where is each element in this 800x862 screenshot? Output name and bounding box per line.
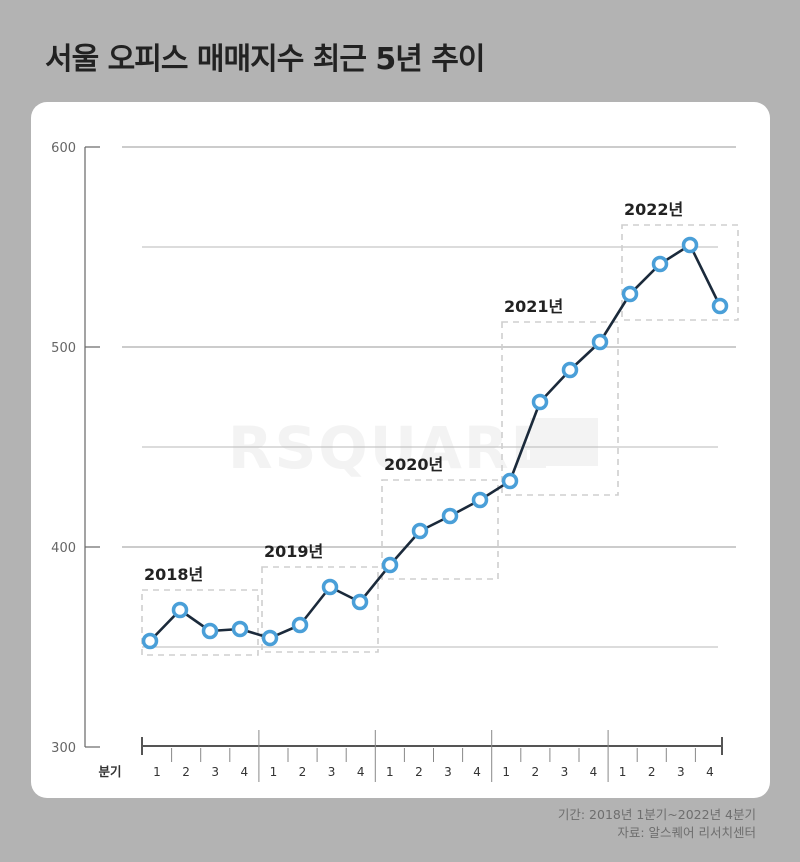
data-markers (141, 236, 729, 650)
data-point (711, 297, 729, 315)
x-tick-label: 1 (153, 765, 161, 779)
x-tick-label: 1 (619, 765, 627, 779)
year-label: 2019년 (264, 542, 323, 561)
x-tick-label: 2 (415, 765, 423, 779)
year-boxes: 2018년 2019년 2020년 2021년 2022년 (141, 200, 739, 656)
x-axis-title: 분기 (98, 764, 121, 779)
y-tick-label: 500 (51, 341, 76, 356)
year-box (621, 224, 739, 321)
chart-card (31, 102, 770, 798)
x-tick-label: 1 (270, 765, 278, 779)
y-axis: 300 400 500 600 (51, 141, 100, 756)
period-note: 기간: 2018년 1분기~2022년 4분기 (557, 807, 756, 822)
x-tick-label: 4 (473, 765, 481, 779)
data-point (591, 333, 609, 351)
x-tick-label: 4 (706, 765, 714, 779)
y-tick-label: 600 (51, 141, 76, 156)
year-label: 2022년 (624, 200, 683, 219)
x-tick-label: 3 (328, 765, 336, 779)
x-axis: 분기 1 2 3 4 1 2 3 4 1 2 3 4 1 2 3 4 1 2 3 4 (98, 730, 723, 782)
data-point (261, 629, 279, 647)
data-point (201, 622, 219, 640)
x-tick-label: 3 (444, 765, 452, 779)
data-point (171, 601, 189, 619)
x-tick-label: 3 (677, 765, 685, 779)
x-tick-label: 4 (590, 765, 598, 779)
year-box (141, 589, 259, 656)
y-tick-label: 400 (51, 541, 76, 556)
data-point (141, 632, 159, 650)
x-tick-label: 3 (211, 765, 219, 779)
year-label: 2021년 (504, 297, 563, 316)
data-point (621, 285, 639, 303)
x-tick-label: 1 (502, 765, 510, 779)
data-point (531, 393, 549, 411)
footer-notes: 기간: 2018년 1분기~2022년 4분기 자료: 알스퀘어 리서치센터 (558, 806, 756, 842)
data-point (291, 616, 309, 634)
watermark: RSQUARE (228, 414, 598, 482)
year-box (501, 321, 619, 496)
source-note: 자료: 알스퀘어 리서치센터 (617, 825, 756, 840)
x-tick-label: 4 (357, 765, 365, 779)
data-point (381, 556, 399, 574)
x-tick-label: 2 (299, 765, 307, 779)
y-tick-label: 300 (51, 741, 76, 756)
x-tick-label: 4 (240, 765, 248, 779)
data-point (681, 236, 699, 254)
data-point (351, 593, 369, 611)
x-tick-label: 2 (182, 765, 190, 779)
x-tick-label: 3 (561, 765, 569, 779)
data-point (411, 522, 429, 540)
gridlines (122, 146, 736, 648)
watermark-text: RSQUARE (228, 414, 552, 482)
year-label: 2020년 (384, 455, 443, 474)
year-label: 2018년 (144, 565, 203, 584)
data-point (501, 472, 519, 490)
x-tick-label: 2 (531, 765, 539, 779)
data-point (471, 491, 489, 509)
watermark-logo-block (530, 418, 598, 466)
data-point (441, 507, 459, 525)
data-point (561, 361, 579, 379)
x-tick-label: 2 (648, 765, 656, 779)
data-point (231, 620, 249, 638)
data-point (321, 578, 339, 596)
x-tick-label: 1 (386, 765, 394, 779)
year-box (381, 479, 499, 580)
data-point (651, 255, 669, 273)
year-box (261, 566, 379, 653)
chart-title: 서울 오피스 매매지수 최근 5년 추이 (45, 42, 485, 77)
